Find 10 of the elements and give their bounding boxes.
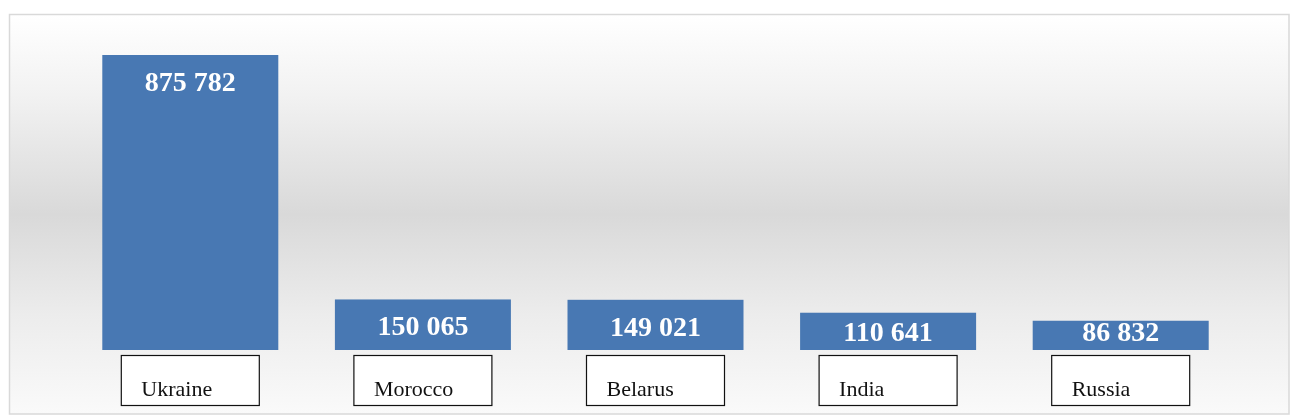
- data-label: 110 641: [843, 316, 933, 347]
- x-tick-label: Ukraine: [141, 376, 213, 401]
- data-label: 86 832: [1082, 316, 1160, 347]
- x-tick-label: Belarus: [606, 376, 674, 401]
- data-label: 875 782: [144, 66, 236, 97]
- x-tick-label: India: [839, 376, 885, 401]
- data-label: 149 021: [610, 310, 701, 342]
- x-tick-label: Russia: [1071, 376, 1131, 401]
- x-tick-label: Morocco: [373, 376, 454, 401]
- data-label: 150 065: [377, 310, 469, 342]
